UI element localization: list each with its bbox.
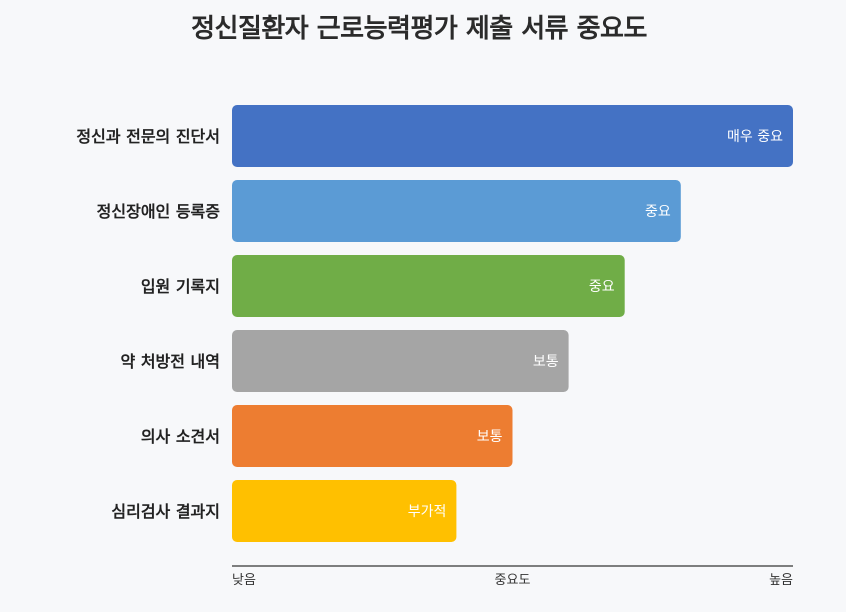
category-label: 정신장애인 등록증 — [97, 202, 221, 221]
data-label: 매우 중요 — [727, 129, 783, 145]
bar-5 — [232, 405, 513, 467]
data-label: 보통 — [533, 354, 559, 370]
x-tick-label: 중요도 — [495, 573, 531, 588]
chart-title: 정신질환자 근로능력평가 제출 서류 중요도 — [191, 14, 647, 44]
bar-1 — [232, 105, 793, 167]
category-label: 심리검사 결과지 — [111, 502, 220, 521]
x-tick-label: 높음 — [769, 573, 793, 588]
bar-2 — [232, 180, 681, 242]
category-label: 입원 기록지 — [141, 277, 220, 296]
data-label: 보통 — [477, 429, 503, 445]
bar-6 — [232, 480, 457, 542]
category-label: 정신과 전문의 진단서 — [76, 127, 220, 146]
bar-4 — [232, 330, 569, 392]
data-label: 중요 — [589, 279, 615, 295]
data-label: 중요 — [645, 204, 671, 220]
category-label: 의사 소견서 — [141, 427, 220, 446]
bar-3 — [232, 255, 625, 317]
x-tick-label: 낮음 — [232, 573, 256, 588]
data-label: 부가적 — [408, 504, 447, 520]
category-label: 약 처방전 내역 — [121, 352, 220, 371]
